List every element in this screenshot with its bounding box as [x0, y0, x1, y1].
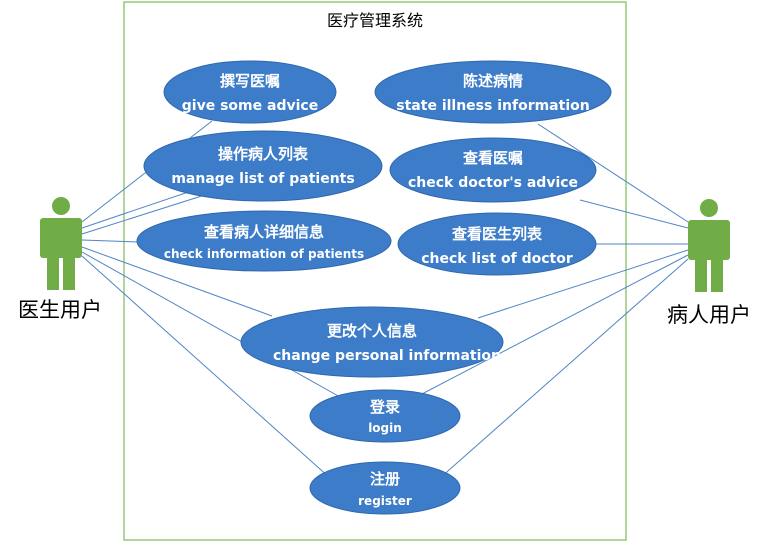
use-case-label-en: login — [368, 421, 402, 435]
assoc-patient-check-advice — [579, 199, 689, 229]
use-case-ellipse — [309, 461, 461, 515]
assoc-patient-login — [419, 254, 689, 396]
use-case-label-cn: 注册 — [370, 470, 400, 488]
use-case-label-cn: 操作病人列表 — [218, 145, 309, 163]
use-case-label-cn: 查看医生列表 — [452, 225, 543, 243]
person-icon — [688, 199, 730, 292]
use-case-manage-patients: 操作病人列表 manage list of patients — [143, 130, 383, 202]
use-case-give-advice: 撰写医嘱 give some advice — [163, 60, 337, 124]
actor-patient: 病人用户 — [667, 199, 751, 327]
use-case-state-illness: 陈述病情 state illness information — [374, 60, 612, 124]
use-case-label-en: manage list of patients — [171, 171, 354, 187]
use-case-ellipse — [240, 306, 504, 378]
system-title: 医疗管理系统 — [327, 11, 423, 30]
use-case-ellipse — [136, 210, 392, 272]
use-case-label-cn: 登录 — [369, 398, 400, 416]
assoc-doctor-login — [81, 251, 341, 398]
use-case-label-en: register — [358, 494, 412, 508]
use-case-label-en: check doctor's advice — [408, 175, 578, 191]
use-case-label-cn: 撰写医嘱 — [220, 72, 280, 90]
use-case-change-info: 更改个人信息 change personal information — [240, 306, 504, 378]
actor-label-doctor: 医生用户 — [18, 298, 102, 322]
use-case-label-cn: 查看医嘱 — [463, 149, 523, 167]
person-icon — [40, 197, 82, 290]
use-case-label-en: give some advice — [182, 98, 318, 114]
use-case-label-en: check list of doctor — [421, 251, 573, 267]
use-case-ellipse — [163, 60, 337, 124]
use-case-ellipse — [397, 212, 597, 276]
assoc-doctor-change-info — [81, 246, 273, 317]
assoc-doctor-check-patient-info — [81, 239, 139, 243]
use-case-label-cn: 更改个人信息 — [327, 322, 417, 340]
use-case-label-en: state illness information — [396, 98, 589, 114]
assoc-patient-state-illness — [537, 123, 689, 223]
use-case-label-cn: 查看病人详细信息 — [204, 223, 324, 241]
assoc-doctor-register — [81, 255, 331, 479]
use-case-label-cn: 陈述病情 — [463, 72, 523, 90]
use-case-ellipse — [309, 389, 461, 443]
actor-doctor: 医生用户 — [18, 197, 102, 322]
use-case-ellipse — [374, 60, 612, 124]
associations — [81, 120, 689, 479]
use-case-ellipse — [389, 137, 597, 203]
use-case-check-doctors: 查看医生列表 check list of doctor — [397, 212, 597, 276]
system-boundary — [123, 1, 627, 541]
use-case-login: 登录 login — [309, 389, 461, 443]
use-case-label-en: change personal information — [273, 348, 501, 364]
use-case-check-advice: 查看医嘱 check doctor's advice — [389, 137, 597, 203]
actor-label-patient: 病人用户 — [667, 303, 751, 327]
use-case-label-en: check information of patients — [164, 247, 364, 261]
use-case-check-patient-info: 查看病人详细信息 check information of patients — [136, 210, 392, 272]
use-case-ellipse — [143, 130, 383, 202]
use-case-register: 注册 register — [309, 461, 461, 515]
assoc-patient-register — [439, 258, 689, 479]
assoc-patient-change-info — [477, 249, 689, 319]
